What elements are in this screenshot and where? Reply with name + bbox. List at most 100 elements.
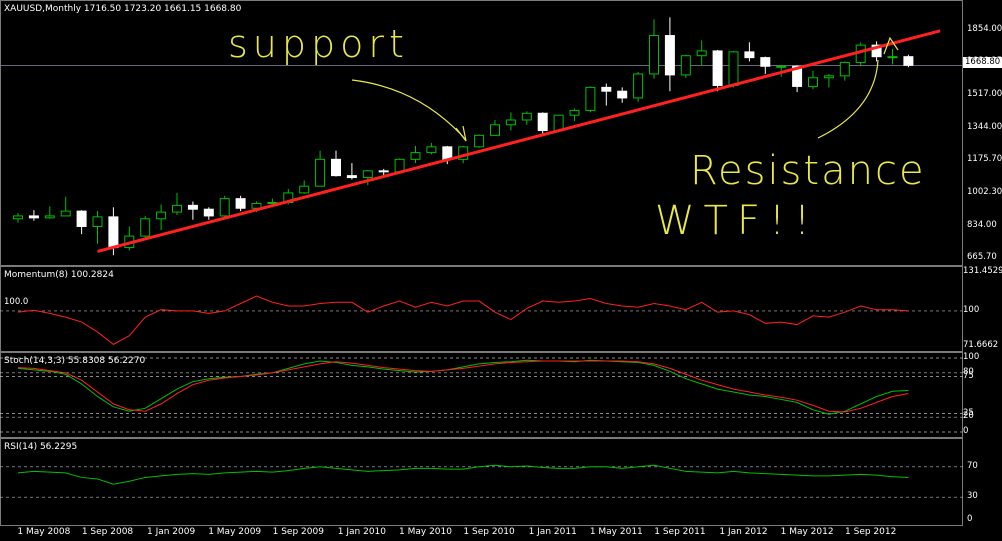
candle-body	[664, 35, 675, 76]
time-tick-label: 1 May 2009	[208, 527, 262, 537]
candle-body	[521, 112, 532, 121]
candle-body	[410, 152, 421, 160]
resistance-arrow	[817, 59, 879, 139]
time-tick-label: 1 Jan 2010	[337, 527, 387, 537]
candle-body	[823, 75, 834, 79]
candle-body	[140, 218, 151, 237]
time-tick-label: 1 May 2008	[17, 527, 71, 537]
current-price-tag: 1668.80	[963, 57, 1002, 68]
candle-body	[362, 170, 373, 179]
candle-body	[203, 208, 214, 217]
time-tick-label: 1 Sep 2011	[654, 527, 706, 537]
candle-body	[617, 90, 628, 99]
candle-body	[712, 50, 723, 86]
stochastic-tick-label: 20	[963, 411, 974, 422]
time-tick-label: 1 Jan 2012	[719, 527, 768, 537]
candle-body	[490, 124, 500, 136]
candle-body	[839, 61, 850, 77]
candle-body	[346, 175, 357, 179]
momentum-pane	[0, 266, 963, 352]
stochastic-tick-label: 100	[963, 352, 980, 362]
candle-body	[887, 56, 898, 59]
candle-body	[76, 210, 87, 227]
momentum-header: Momentum(8) 100.2824	[4, 270, 114, 280]
price-tick-label: 1002.30	[967, 187, 1002, 198]
candle-body	[696, 50, 707, 57]
candle-body	[13, 215, 23, 220]
price-tick-label: 1344.00	[967, 121, 1002, 132]
candle-body	[172, 204, 182, 213]
candle-body	[903, 56, 914, 66]
candle-body	[537, 112, 548, 132]
momentum-level-label: 100.0	[4, 297, 29, 307]
stochastic-line	[17, 360, 909, 413]
candle-body	[92, 216, 103, 227]
candle-body	[44, 215, 55, 219]
stochastic-header: Stoch(14,3,3) 55.8308 56.2270	[4, 356, 146, 366]
momentum-tick-label: 71.6662	[963, 340, 999, 350]
candle-body	[760, 57, 771, 67]
candle-body	[474, 134, 485, 148]
momentum-tick-label: 131.4529	[963, 266, 1002, 276]
support-trendline	[97, 29, 941, 253]
rsi-tick-label: 30	[967, 491, 978, 502]
price-tick-label: 834.00	[967, 219, 997, 230]
candle-body	[156, 211, 167, 220]
time-tick-label: 1 May 2010	[399, 527, 452, 537]
candle-body	[776, 65, 787, 68]
candle-body	[235, 198, 246, 209]
time-tick-label: 1 Jan 2009	[146, 527, 196, 537]
candle-body	[426, 146, 437, 154]
resistance-arrowhead	[883, 36, 899, 55]
rsi-header: RSI(14) 56.2295	[4, 442, 78, 452]
stochastic-tick-label: 75	[963, 370, 974, 381]
stochastic-chart	[0, 357, 963, 433]
rsi-tick-label: 0	[967, 514, 973, 524]
rsi-tick-label: 70	[967, 460, 978, 471]
candle-body	[569, 109, 580, 116]
time-tick-label: 1 Sep 2009	[272, 527, 324, 537]
price-tick-label: 1517.00	[967, 88, 1002, 99]
candle-body	[60, 210, 71, 217]
candlestick-chart	[0, 17, 963, 256]
stochastic-axis: 100 80 75 25 20 0	[963, 352, 1002, 438]
candle-body	[601, 86, 612, 92]
momentum-line	[17, 295, 909, 345]
candle-body	[315, 158, 326, 187]
price-tick-label: 1854.00	[967, 24, 1002, 34]
candle-body	[680, 55, 691, 76]
candle-body	[219, 198, 230, 217]
candle-body	[792, 65, 803, 87]
main-chart-header: XAUUSD,Monthly 1716.50 1723.20 1661.15 1…	[4, 4, 242, 14]
candle-body	[649, 35, 659, 75]
candle-body	[505, 119, 516, 126]
candle-body	[331, 158, 341, 177]
rsi-axis: 70 30 0	[963, 438, 1002, 526]
main-price-pane	[0, 0, 963, 266]
candle-body	[378, 170, 389, 173]
candle-body	[299, 185, 310, 194]
candle-body	[744, 51, 755, 59]
wtf-annotation: WTF!!	[655, 198, 820, 244]
time-tick-label: 1 May 2011	[589, 527, 643, 537]
stochastic-tick-label: 0	[963, 426, 969, 436]
stochastic-line	[17, 359, 909, 415]
rsi-pane	[0, 438, 963, 526]
candle-body	[187, 204, 198, 210]
support-annotation: support	[228, 22, 409, 66]
candle-body	[808, 77, 818, 87]
rsi-line	[17, 464, 909, 485]
time-tick-label: 1 Jan 2011	[528, 527, 577, 537]
time-tick-label: 1 Sep 2012	[845, 527, 897, 537]
support-arrowhead	[455, 125, 467, 142]
momentum-axis: 131.4529 100 71.6662	[963, 266, 1002, 352]
candle-body	[28, 215, 39, 219]
resistance-annotation: Resistance	[690, 148, 926, 194]
rsi-chart	[0, 464, 963, 498]
candle-body	[633, 73, 644, 99]
support-arrow	[351, 79, 467, 141]
price-tick-label: 665.70	[967, 252, 997, 262]
time-tick-label: 1 May 2012	[780, 527, 834, 537]
time-tick-label: 1 Sep 2008	[81, 527, 134, 537]
stochastic-pane	[0, 352, 963, 438]
